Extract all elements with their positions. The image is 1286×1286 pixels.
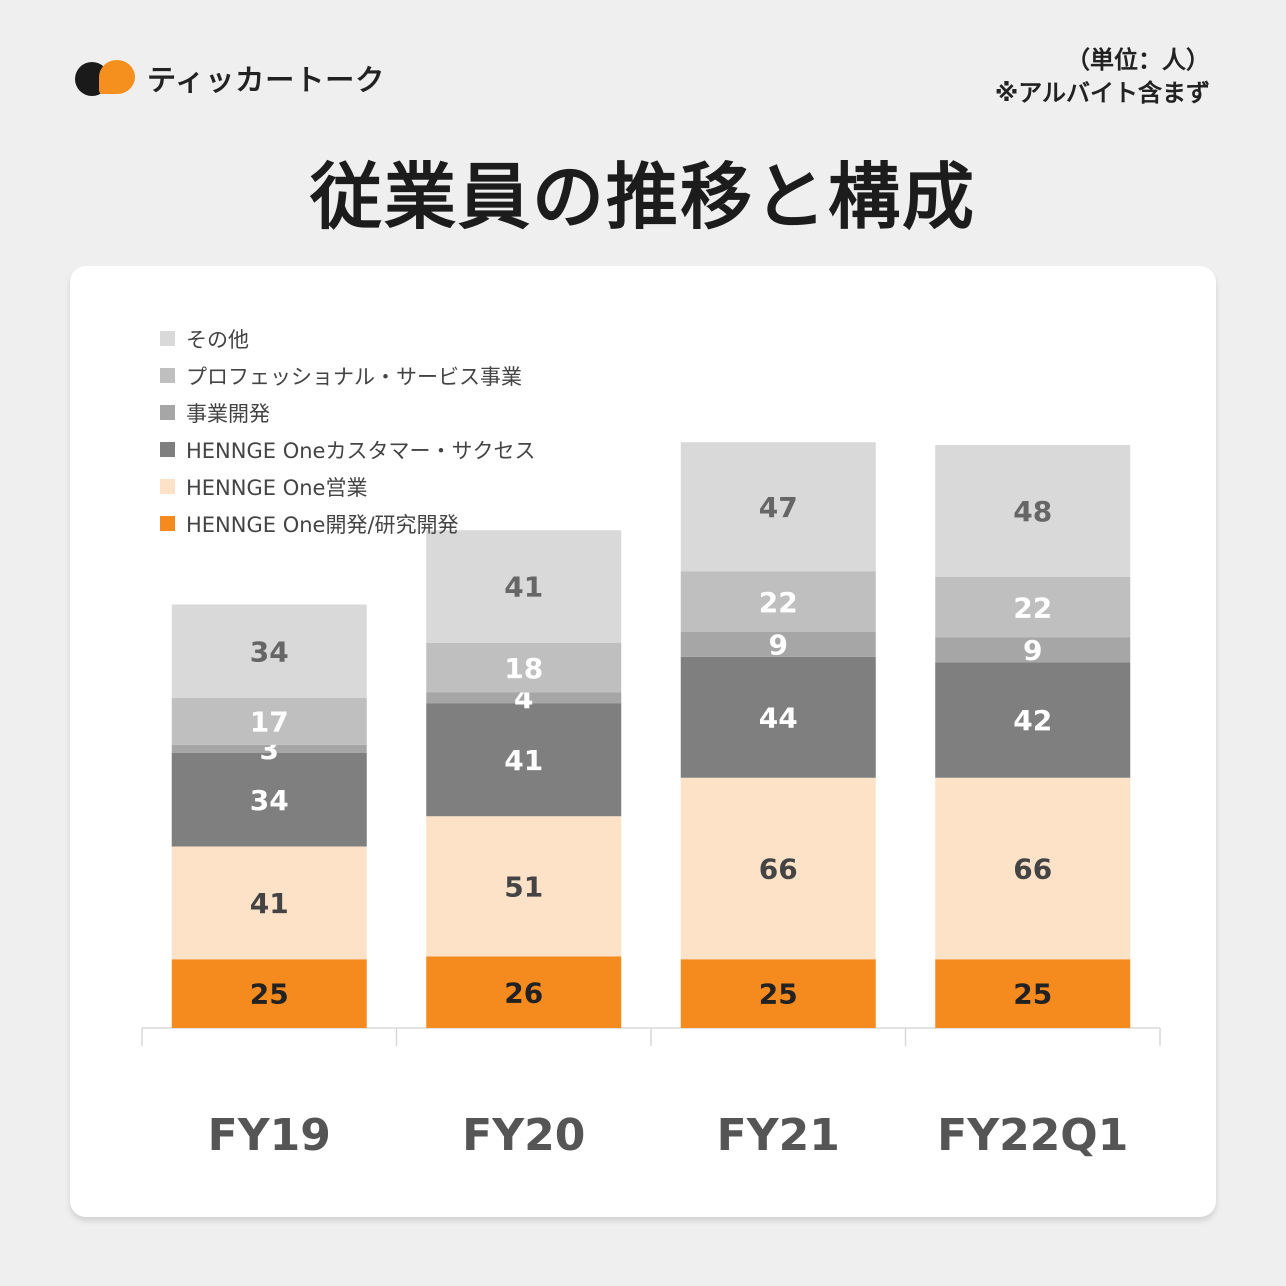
legend-swatch (160, 331, 175, 346)
x-tick-label: FY20 (462, 1110, 585, 1161)
data-label: 25 (1013, 978, 1052, 1011)
bar-segment (935, 445, 1131, 577)
bar-segment (680, 656, 876, 778)
data-label: 17 (250, 705, 289, 738)
bar-segment (426, 692, 622, 704)
data-label: 41 (250, 887, 289, 920)
data-label: 66 (759, 853, 798, 886)
bar-segment (426, 643, 622, 693)
legend-label: 事業開発 (186, 401, 270, 426)
bar-segment (426, 956, 622, 1028)
legend-item: HENNGE One開発/研究開発 (160, 505, 535, 542)
legend-swatch (160, 368, 175, 383)
legend-swatch (160, 442, 175, 457)
bar-segment (426, 530, 622, 643)
data-label: 9 (1023, 634, 1042, 667)
bar-segment (680, 632, 876, 657)
bar-segment (935, 777, 1131, 960)
data-label: 26 (504, 976, 543, 1009)
data-label: 41 (504, 571, 543, 604)
bar-segment (426, 703, 622, 817)
x-tick-label: FY21 (717, 1110, 840, 1161)
brand-name: ティッカートーク (147, 63, 386, 97)
data-label: 44 (759, 701, 798, 734)
bar-segment (171, 604, 367, 698)
legend-label: HENNGE Oneカスタマー・サクセス (186, 438, 536, 463)
data-label: 25 (759, 978, 798, 1011)
bar-segment (426, 816, 622, 957)
x-tick-label: FY19 (208, 1110, 331, 1161)
legend-swatch (160, 479, 175, 494)
bar-segment (680, 777, 876, 960)
bar-segment (680, 442, 876, 572)
data-label: 22 (1013, 591, 1052, 624)
data-label: 66 (1013, 853, 1052, 886)
bar-segment (935, 662, 1131, 778)
chart-legend: その他プロフェッショナル・サービス事業 事業開発 HENNGE Oneカスタマー・サ… (160, 320, 535, 542)
brand-logo: ティッカートーク (75, 58, 385, 98)
legend-item: プロフェッショナル・サービス事業 (160, 357, 535, 394)
bar-segment (171, 959, 367, 1028)
bar-segment (171, 753, 367, 847)
bar-segment (680, 959, 876, 1028)
logo-mark (75, 58, 137, 98)
legend-label: HENNGE One開発/研究開発 (186, 512, 459, 537)
unit-note-line2: ※アルバイト含まず (994, 79, 1210, 107)
data-label: 18 (504, 652, 543, 685)
legend-item: HENNGE Oneカスタマー・サクセス (160, 431, 535, 468)
data-label: 25 (250, 978, 289, 1011)
chart-card: 25 41 34 3 17 34 FY19 26 51 41 4 18 41 FY20 25 66 44 9 22 4… (70, 266, 1216, 1217)
x-tick-label: FY22Q1 (937, 1110, 1128, 1161)
unit-note: （単位：人） ※アルバイト含まず (995, 44, 1210, 110)
bar-segment (171, 744, 367, 753)
data-label: 34 (250, 635, 289, 668)
bar-segment (171, 698, 367, 745)
data-label: 9 (769, 628, 788, 661)
bar-segment (935, 577, 1131, 638)
data-label: 42 (1013, 704, 1052, 737)
legend-label: HENNGE One営業 (186, 475, 368, 500)
page-title: 従業員の推移と構成 (309, 155, 976, 239)
data-label: 51 (504, 870, 543, 903)
legend-item: その他 (160, 320, 535, 357)
data-label: 22 (759, 586, 798, 619)
logo-dot-orange (99, 60, 135, 94)
data-label: 34 (250, 784, 289, 817)
bar-segment (171, 846, 367, 960)
legend-swatch (160, 516, 175, 531)
bar-segment (935, 637, 1131, 663)
bar-segment (935, 959, 1131, 1028)
legend-item: HENNGE One営業 (160, 468, 535, 505)
legend-item: 事業開発 (160, 394, 535, 431)
data-label: 48 (1013, 495, 1052, 528)
legend-label: その他 (186, 327, 249, 352)
legend-label: プロフェッショナル・サービス事業 (186, 364, 522, 389)
data-label: 41 (504, 744, 543, 777)
unit-note-line1: （単位：人） (1066, 46, 1210, 74)
bar-segment (680, 571, 876, 632)
stacked-bar-chart: 25413431734FY1926514141841FY202566449224… (141, 442, 1161, 1161)
legend-swatch (160, 405, 175, 420)
data-label: 47 (759, 491, 798, 524)
